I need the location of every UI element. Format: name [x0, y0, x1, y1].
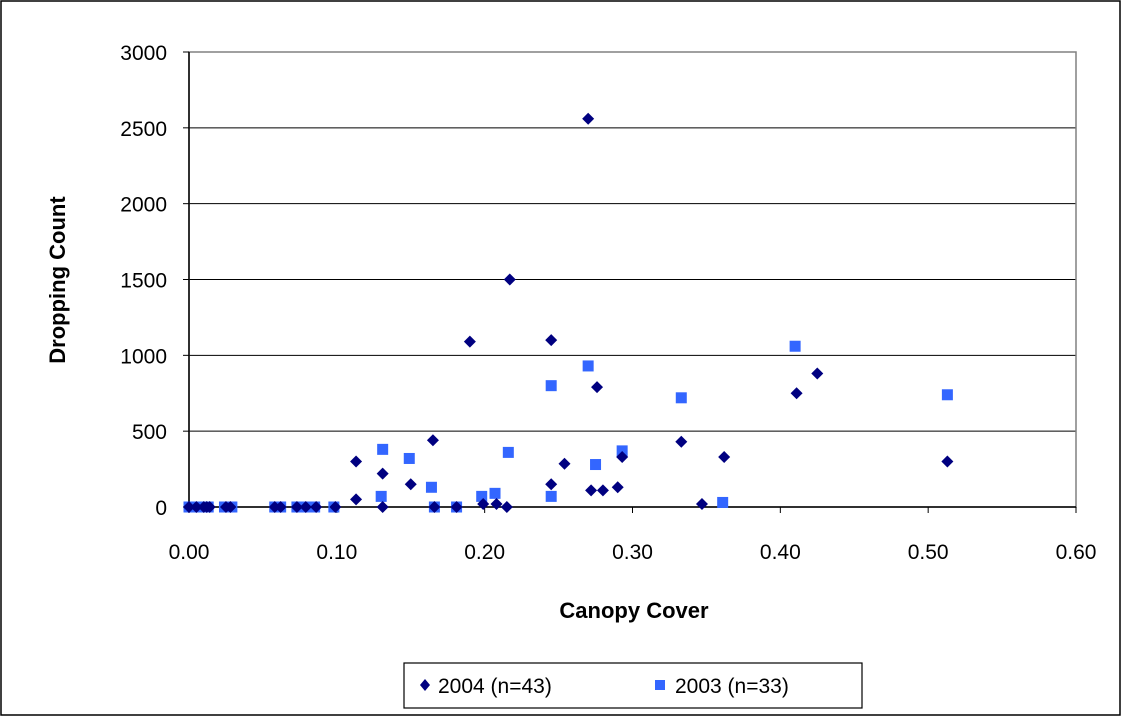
data-point-square	[545, 490, 557, 502]
data-point-diamond	[500, 501, 513, 513]
data-point-square	[941, 389, 953, 401]
data-point-square	[717, 496, 729, 508]
y-tick-label: 0	[155, 497, 167, 520]
data-point-square	[502, 446, 514, 458]
data-point-diamond	[274, 501, 287, 513]
legend-label-2003: 2003 (n=33)	[675, 675, 789, 698]
data-point-diamond	[591, 381, 604, 394]
data-point-diamond	[718, 450, 731, 463]
data-point-square	[545, 380, 557, 392]
data-point-diamond	[224, 501, 237, 513]
data-point-diamond	[376, 467, 389, 480]
data-point-square	[582, 360, 594, 372]
data-point-diamond	[290, 501, 303, 513]
x-tick-label: 0.20	[464, 541, 505, 564]
data-point-diamond	[183, 501, 195, 513]
data-point-diamond	[477, 497, 490, 510]
data-points	[183, 112, 954, 513]
data-point-square	[789, 340, 801, 352]
x-tick-label: 0.10	[316, 541, 357, 564]
y-tick-label: 2500	[120, 118, 167, 141]
data-point-diamond	[616, 450, 629, 463]
data-point-diamond	[404, 478, 417, 491]
data-point-diamond	[350, 493, 363, 506]
axes: 0 500 1000 1500 2000 2500 3000 0.00 0.10 0.20 0.30…	[120, 42, 1096, 564]
x-tick-label: 0.30	[612, 541, 653, 564]
data-point-square	[616, 445, 628, 457]
y-tick-label: 1500	[120, 270, 167, 293]
y-tick-label: 1000	[120, 345, 167, 368]
data-point-diamond	[790, 387, 803, 400]
data-point-square	[377, 443, 389, 455]
x-axis-title: Canopy Cover	[559, 598, 709, 623]
x-tick-label: 0.40	[760, 541, 801, 564]
data-point-diamond	[675, 435, 688, 448]
data-point-diamond	[585, 484, 598, 497]
data-point-diamond	[190, 501, 203, 513]
data-point-square	[590, 459, 602, 471]
y-tick-label: 3000	[120, 42, 167, 65]
data-point-diamond	[558, 457, 571, 470]
data-point-square	[675, 392, 687, 404]
data-point-diamond	[596, 484, 609, 497]
x-tick-label: 0.00	[169, 541, 210, 564]
data-point-square	[489, 487, 501, 499]
legend-label-2004: 2004 (n=43)	[438, 675, 552, 698]
data-point-diamond	[299, 501, 312, 513]
data-point-diamond	[582, 112, 595, 125]
x-tick-label: 0.60	[1056, 541, 1097, 564]
data-point-diamond	[350, 455, 363, 468]
x-tick-label: 0.50	[908, 541, 949, 564]
legend-marker-2003	[655, 680, 665, 690]
data-point-diamond	[426, 434, 439, 447]
data-point-diamond	[811, 367, 824, 380]
data-point-diamond	[490, 497, 503, 510]
y-tick-label: 2000	[120, 194, 167, 217]
data-point-diamond	[203, 501, 216, 513]
data-point-diamond	[941, 455, 954, 468]
data-point-diamond	[428, 501, 441, 513]
data-point-square	[375, 490, 387, 502]
y-tick-label: 500	[132, 421, 167, 444]
data-point-square	[476, 490, 488, 502]
data-point-diamond	[310, 501, 323, 513]
data-point-diamond	[463, 335, 476, 348]
data-point-diamond	[450, 501, 463, 513]
data-point-diamond	[545, 334, 558, 347]
data-point-diamond	[611, 481, 624, 494]
data-point-diamond	[329, 501, 342, 513]
legend: 2004 (n=43) 2003 (n=33)	[403, 662, 863, 709]
y-axis-title: Dropping Count	[45, 196, 70, 364]
legend-marker-2004	[420, 679, 430, 691]
data-point-diamond	[503, 273, 516, 286]
series-2004	[183, 112, 954, 513]
data-point-diamond	[545, 478, 558, 491]
data-point-square	[403, 452, 415, 464]
legend-box	[403, 662, 863, 709]
data-point-square	[425, 481, 437, 493]
data-point-diamond	[695, 497, 708, 510]
data-point-diamond	[376, 501, 389, 513]
